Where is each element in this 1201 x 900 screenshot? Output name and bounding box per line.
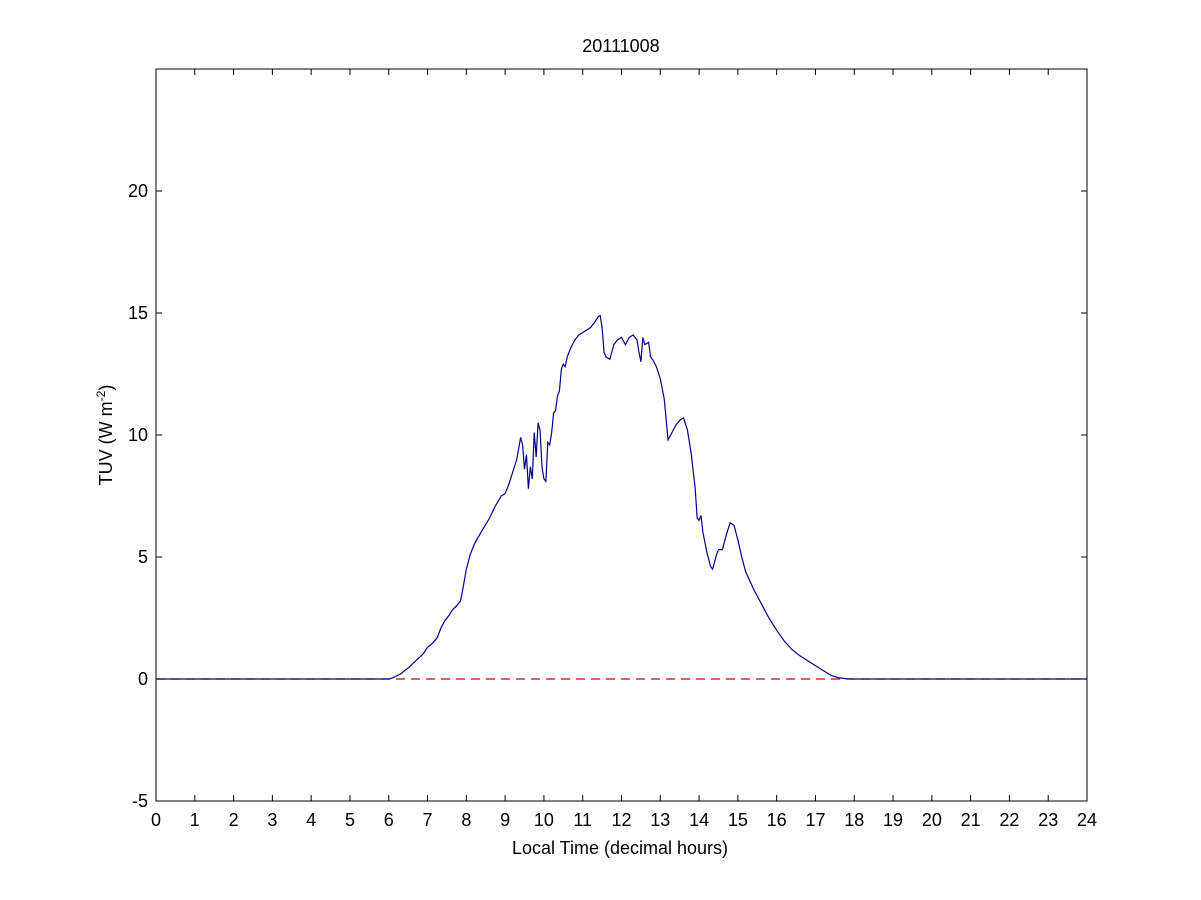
x-tick-label: 2 [229, 810, 239, 830]
data-series-group [156, 314, 1087, 680]
x-tick-label: 17 [805, 810, 825, 830]
x-tick-label: 8 [461, 810, 471, 830]
y-tick-label: 10 [128, 425, 148, 445]
x-tick-label: 1 [190, 810, 200, 830]
x-tick-label: 14 [689, 810, 709, 830]
x-tick-label: 24 [1077, 810, 1097, 830]
y-axis-label-superscript: -2 [94, 390, 108, 401]
x-tick-label: 12 [611, 810, 631, 830]
x-tick-label: 7 [423, 810, 433, 830]
x-tick-label: 22 [999, 810, 1019, 830]
x-tick-label: 3 [267, 810, 277, 830]
chart-title: 20111008 [582, 36, 659, 56]
x-tick-label: 9 [500, 810, 510, 830]
x-tick-label: 4 [306, 810, 316, 830]
x-tick-label: 18 [844, 810, 864, 830]
x-axis-label: Local Time (decimal hours) [512, 838, 728, 858]
y-tick-label: 0 [138, 669, 148, 689]
axis-ticks: 0 1 2 3 4 5 6 7 8 9 10 11 12 13 14 15 16 17 18 19 20 21 22 23 24… [128, 69, 1097, 830]
x-tick-label: 5 [345, 810, 355, 830]
x-tick-label: 19 [883, 810, 903, 830]
y-tick-label: 20 [128, 181, 148, 201]
x-tick-label: 20 [922, 810, 942, 830]
x-tick-label: 6 [384, 810, 394, 830]
y-axis-label-main: TUV (W m [96, 401, 116, 485]
x-tick-label: 21 [961, 810, 981, 830]
x-tick-label: 15 [728, 810, 748, 830]
y-tick-label: -5 [132, 791, 148, 811]
y-tick-label: 15 [128, 303, 148, 323]
x-tick-label: 23 [1038, 810, 1058, 830]
x-tick-label: 0 [151, 810, 161, 830]
x-tick-label: 11 [573, 810, 592, 830]
tuv-series-line [156, 314, 1087, 680]
x-tick-label: 13 [650, 810, 670, 830]
y-axis-label-suffix: ) [96, 385, 116, 391]
x-tick-label: 16 [767, 810, 787, 830]
y-axis-label: TUV (W m-2) [94, 385, 116, 486]
x-tick-label: 10 [534, 810, 554, 830]
y-tick-label: 5 [138, 547, 148, 567]
